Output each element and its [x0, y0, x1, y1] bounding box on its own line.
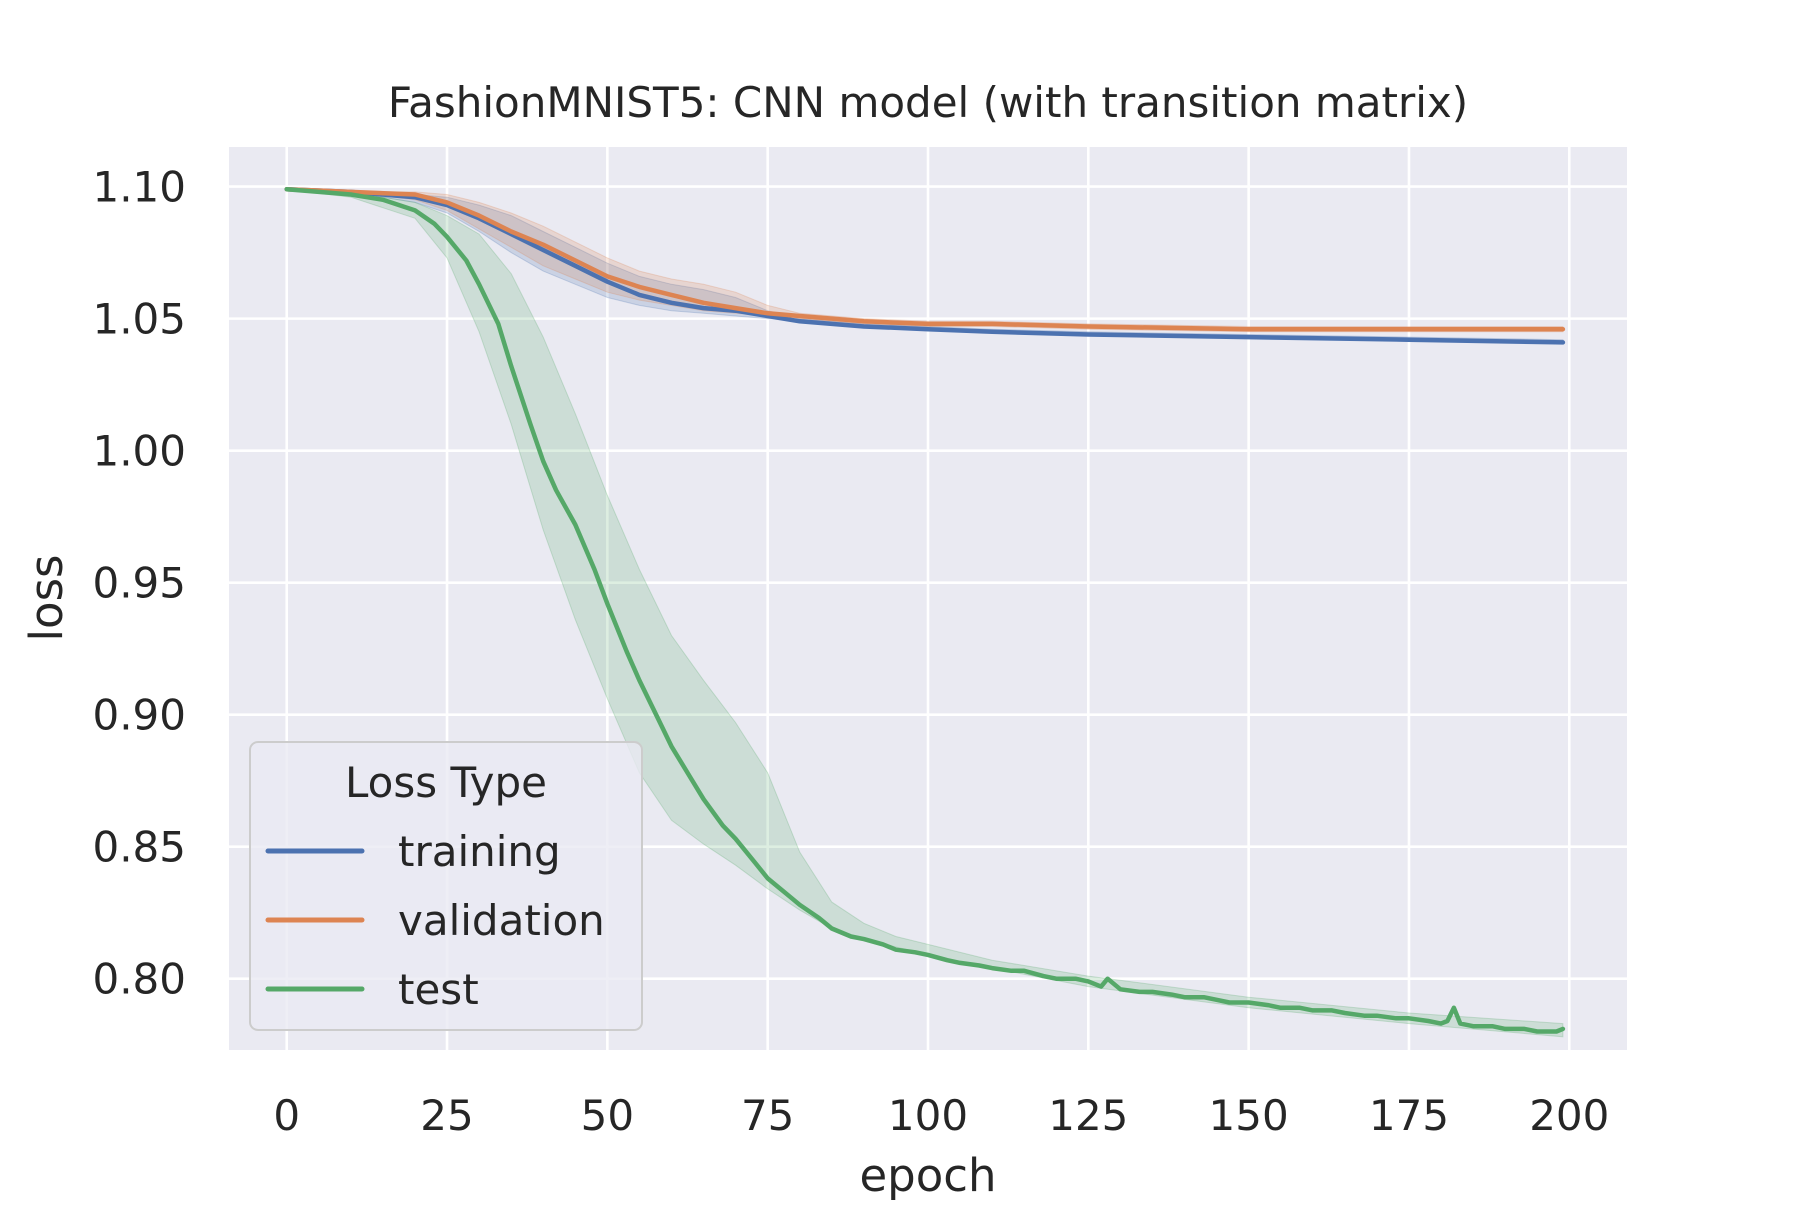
x-axis-label: epoch [859, 1149, 996, 1200]
x-tick-label: 100 [888, 1091, 968, 1140]
series-lines [284, 186, 1566, 1034]
test-line [284, 186, 1566, 1034]
gridlines [229, 147, 1627, 1050]
legend-box [249, 741, 643, 1031]
legend-label-test: test [398, 965, 479, 1014]
y-tick-label: 1.10 [92, 163, 186, 212]
training-line [284, 186, 1566, 345]
validation-line [284, 186, 1566, 332]
y-tick-label: 0.95 [92, 559, 186, 608]
x-tick-labels: 0 25 50 75 100 125 150 175 200 [273, 1091, 1609, 1140]
y-tick-label: 0.80 [92, 955, 186, 1004]
y-tick-label: 1.05 [92, 295, 186, 344]
y-tick-label: 1.00 [92, 427, 186, 476]
legend-title: Loss Type [345, 758, 547, 807]
x-tick-label: 75 [741, 1091, 794, 1140]
legend-label-training: training [398, 827, 561, 876]
y-tick-label: 0.85 [92, 823, 186, 872]
legend-label-validation: validation [398, 896, 605, 945]
chart-title: FashionMNIST5: CNN model (with transitio… [388, 78, 1468, 127]
x-tick-label: 50 [581, 1091, 634, 1140]
y-axis-label: loss [20, 555, 73, 642]
x-tick-label: 200 [1529, 1091, 1609, 1140]
legend-entries: training validation test [265, 827, 605, 1014]
x-tick-label: 25 [420, 1091, 473, 1140]
x-tick-label: 175 [1369, 1091, 1449, 1140]
legend: Loss Type training validation test [249, 741, 643, 1031]
x-tick-label: 125 [1048, 1091, 1128, 1140]
y-tick-labels: 0.80 0.85 0.90 0.95 1.00 1.05 1.10 [92, 163, 186, 1004]
y-tick-label: 0.90 [92, 691, 186, 740]
x-tick-label: 0 [273, 1091, 300, 1140]
x-tick-label: 150 [1209, 1091, 1289, 1140]
